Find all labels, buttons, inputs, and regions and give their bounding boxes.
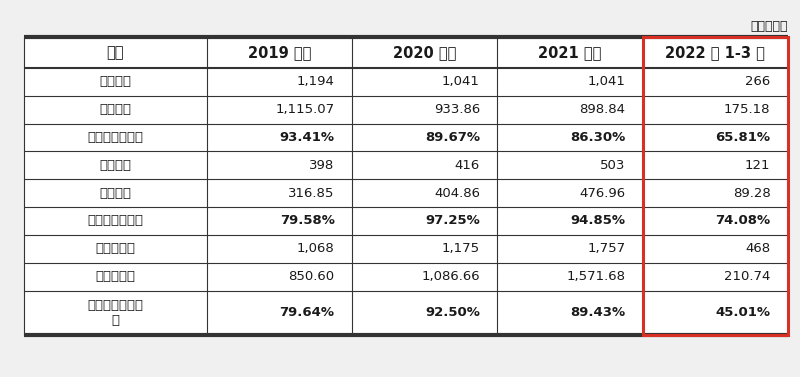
Text: 79.64%: 79.64% bbox=[279, 306, 334, 319]
Text: 266: 266 bbox=[746, 75, 770, 88]
Text: 175.18: 175.18 bbox=[724, 103, 770, 116]
Text: 2019 年度: 2019 年度 bbox=[248, 45, 311, 60]
Text: 404.86: 404.86 bbox=[434, 187, 480, 199]
Text: 503: 503 bbox=[600, 159, 626, 172]
Text: 898.84: 898.84 bbox=[579, 103, 626, 116]
Bar bbox=[642, 37, 788, 335]
Text: 468: 468 bbox=[746, 242, 770, 255]
Text: 1,194: 1,194 bbox=[297, 75, 334, 88]
Text: 相框产能利用率: 相框产能利用率 bbox=[87, 131, 143, 144]
Text: 2021 年度: 2021 年度 bbox=[538, 45, 602, 60]
Text: 94.85%: 94.85% bbox=[570, 215, 626, 227]
Text: 74.08%: 74.08% bbox=[715, 215, 770, 227]
Text: 933.86: 933.86 bbox=[434, 103, 480, 116]
Text: 2022 年 1-3 月: 2022 年 1-3 月 bbox=[666, 45, 766, 60]
Text: 89.67%: 89.67% bbox=[425, 131, 480, 144]
Text: 86.30%: 86.30% bbox=[570, 131, 626, 144]
Text: 相框产量: 相框产量 bbox=[99, 103, 131, 116]
Bar bbox=[24, 37, 788, 335]
Text: 476.96: 476.96 bbox=[579, 187, 626, 199]
Text: 相框产能: 相框产能 bbox=[99, 75, 131, 88]
Text: 镜子产能利用率: 镜子产能利用率 bbox=[87, 215, 143, 227]
Text: 65.81%: 65.81% bbox=[715, 131, 770, 144]
Text: 镜子产能: 镜子产能 bbox=[99, 159, 131, 172]
Text: 单位：万件: 单位：万件 bbox=[750, 20, 788, 34]
Text: 装饰画产能: 装饰画产能 bbox=[95, 242, 135, 255]
Text: 1,175: 1,175 bbox=[442, 242, 480, 255]
Text: 1,115.07: 1,115.07 bbox=[275, 103, 334, 116]
Text: 316.85: 316.85 bbox=[288, 187, 334, 199]
Text: 项目: 项目 bbox=[106, 45, 124, 60]
Text: 850.60: 850.60 bbox=[289, 270, 334, 283]
Text: 装饰画产量: 装饰画产量 bbox=[95, 270, 135, 283]
Text: 398: 398 bbox=[310, 159, 334, 172]
Text: 1,757: 1,757 bbox=[587, 242, 626, 255]
Text: 92.50%: 92.50% bbox=[425, 306, 480, 319]
Text: 210.74: 210.74 bbox=[724, 270, 770, 283]
Text: 416: 416 bbox=[454, 159, 480, 172]
Text: 1,041: 1,041 bbox=[442, 75, 480, 88]
Text: 装饰画产能利用
率: 装饰画产能利用 率 bbox=[87, 299, 143, 327]
Text: 镜子产量: 镜子产量 bbox=[99, 187, 131, 199]
Text: 97.25%: 97.25% bbox=[425, 215, 480, 227]
Text: 1,041: 1,041 bbox=[587, 75, 626, 88]
Text: 121: 121 bbox=[745, 159, 770, 172]
Text: 1,086.66: 1,086.66 bbox=[422, 270, 480, 283]
Text: 1,068: 1,068 bbox=[297, 242, 334, 255]
Text: 2020 年度: 2020 年度 bbox=[393, 45, 456, 60]
Text: 45.01%: 45.01% bbox=[715, 306, 770, 319]
Text: 79.58%: 79.58% bbox=[280, 215, 334, 227]
Text: 89.43%: 89.43% bbox=[570, 306, 626, 319]
Text: 1,571.68: 1,571.68 bbox=[566, 270, 626, 283]
Text: 93.41%: 93.41% bbox=[279, 131, 334, 144]
Text: 89.28: 89.28 bbox=[733, 187, 770, 199]
